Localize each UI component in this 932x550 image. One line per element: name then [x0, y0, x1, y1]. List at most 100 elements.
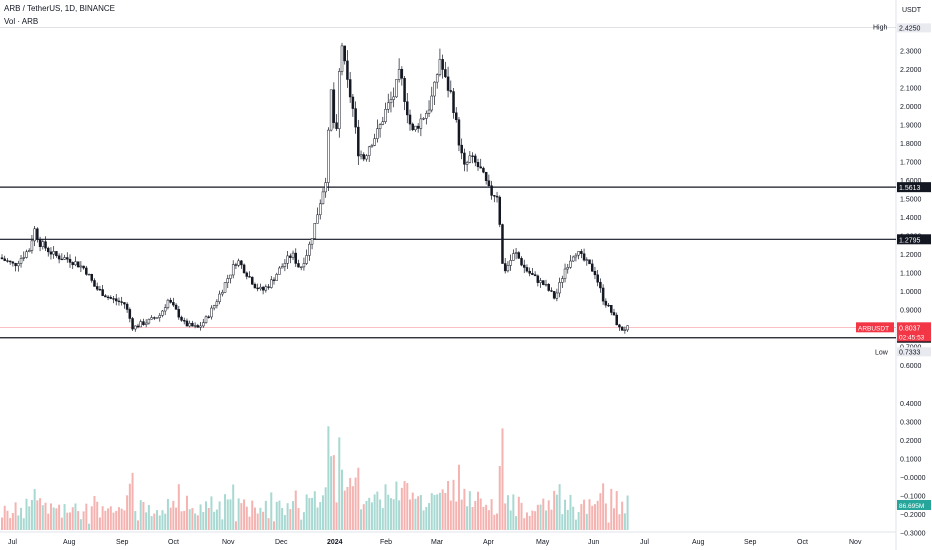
volume-bar — [615, 491, 618, 530]
candle-body — [93, 280, 96, 287]
volume-bar — [572, 506, 575, 530]
candle-body — [495, 195, 499, 198]
candle-body — [498, 196, 502, 225]
time-axis-label: Sep — [116, 539, 129, 546]
candle-body — [139, 321, 142, 328]
volume-bar — [545, 510, 547, 530]
volume-bar — [471, 507, 474, 530]
candle-body — [400, 69, 404, 79]
volume-bar — [593, 504, 596, 530]
volume-bar — [137, 520, 139, 530]
candle-body — [610, 304, 613, 313]
volume-bar — [17, 515, 20, 530]
volume-bar — [69, 512, 71, 530]
volume-bar — [457, 464, 460, 530]
candle-body — [150, 317, 153, 320]
candle-body — [226, 278, 230, 283]
volume-bar — [117, 507, 120, 530]
candle-body — [163, 307, 167, 312]
candle-body — [425, 113, 428, 119]
candle-body — [196, 325, 200, 328]
volume-bar — [463, 488, 466, 530]
volume-bar — [433, 494, 436, 530]
candle-body — [620, 326, 624, 331]
candle-body — [112, 298, 115, 300]
volume-bar — [550, 509, 553, 530]
volume-bar — [49, 503, 52, 530]
candle-body — [267, 286, 270, 288]
volume-bar — [164, 513, 167, 530]
last-price-tag — [897, 322, 931, 342]
candle-body — [191, 322, 194, 327]
volume-bar — [313, 491, 316, 530]
candle-body — [487, 180, 491, 187]
volume-bar — [558, 484, 561, 530]
last-price-text: 0.8037 — [899, 325, 921, 332]
volume-bar — [512, 494, 515, 530]
volume-bar — [343, 490, 346, 530]
candle-body — [256, 287, 259, 290]
candle-body — [231, 264, 235, 276]
candle-body — [593, 271, 597, 276]
volume-bar — [398, 500, 401, 530]
candle-body — [221, 292, 224, 295]
candle-body — [155, 317, 159, 319]
volume-bar — [400, 487, 403, 530]
candle-body — [134, 325, 137, 330]
volume-bar — [626, 495, 629, 530]
candle-body — [531, 273, 534, 275]
price-tick-label: 1.6000 — [900, 178, 922, 185]
candle-body — [19, 258, 23, 264]
candle-body — [389, 99, 393, 104]
candle-body — [512, 253, 515, 261]
volume-bar — [474, 501, 477, 530]
volume-bar — [319, 502, 322, 530]
candle-body — [555, 292, 559, 299]
candle-body — [90, 273, 94, 281]
volume-bar — [63, 504, 66, 530]
candle-body — [237, 260, 240, 266]
volume-bar — [406, 483, 409, 530]
candle-body — [607, 304, 610, 307]
candle-body — [264, 286, 268, 291]
candle-body — [403, 78, 406, 102]
volume-bar — [523, 518, 526, 530]
candle-body — [397, 69, 401, 80]
candle-body — [490, 185, 493, 196]
volume-bar — [403, 481, 406, 530]
candle-body — [291, 252, 295, 258]
low-price-tag — [897, 347, 931, 357]
candle-body — [0, 257, 4, 260]
candle-body — [136, 325, 140, 328]
high-label: High — [873, 24, 888, 31]
volume-bar — [613, 508, 615, 530]
candle-body — [577, 251, 580, 256]
volume-bar — [109, 506, 112, 530]
volume-bar — [248, 516, 251, 530]
volume-bar — [360, 509, 363, 530]
volume-bar — [498, 465, 501, 530]
candle-body — [14, 262, 17, 267]
price-tick-label: 1.7000 — [900, 160, 922, 167]
volume-bar — [156, 510, 159, 530]
candle-body — [408, 114, 412, 125]
volume-bar — [221, 519, 224, 530]
volume-bar — [409, 499, 411, 530]
volume-bar — [528, 515, 531, 530]
candle-body — [376, 128, 379, 139]
candle-body — [49, 251, 53, 255]
volume-tick-label: −0.1000 — [900, 494, 926, 501]
volume-bar — [196, 515, 199, 530]
volume-bar — [580, 504, 583, 530]
volume-bar — [185, 495, 188, 530]
candle-body — [68, 258, 72, 263]
candle-body — [378, 124, 382, 129]
low-label: Low — [875, 349, 889, 356]
volume-bar — [379, 499, 382, 530]
volume-bar — [245, 506, 248, 530]
volume-bar — [477, 491, 479, 530]
time-axis-label: Dec — [275, 539, 288, 546]
volume-bar — [368, 497, 371, 530]
volume-bar — [74, 503, 77, 530]
